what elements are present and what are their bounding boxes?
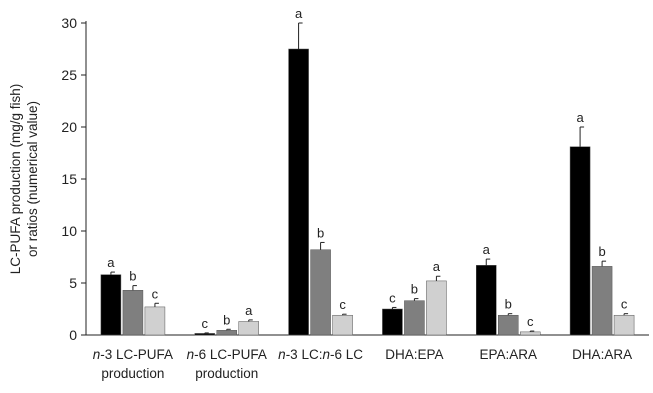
significance-letter: b bbox=[223, 312, 230, 327]
bar bbox=[591, 266, 613, 336]
x-category-label-line2: production bbox=[195, 366, 258, 381]
y-tick-label: 0 bbox=[69, 327, 77, 343]
significance-letter: c bbox=[527, 314, 534, 329]
significance-letter: c bbox=[152, 286, 159, 301]
bar bbox=[122, 290, 144, 336]
significance-letter: a bbox=[483, 242, 491, 257]
bar bbox=[194, 333, 215, 336]
x-category-label: n-3 LC:n-6 LC bbox=[278, 347, 363, 362]
y-tick-label: 20 bbox=[61, 119, 77, 135]
significance-letter: a bbox=[295, 6, 303, 21]
bar bbox=[569, 146, 591, 336]
bar bbox=[144, 306, 166, 336]
significance-letter: a bbox=[107, 255, 115, 270]
y-tick-label: 25 bbox=[61, 67, 77, 83]
significance-letter: a bbox=[433, 259, 441, 274]
bar bbox=[288, 48, 309, 336]
bar bbox=[520, 331, 541, 336]
significance-letter: c bbox=[339, 297, 346, 312]
bar bbox=[382, 308, 403, 336]
y-axis-label-line: or ratios (numerical value) bbox=[25, 101, 40, 257]
x-category-label: EPA:ARA bbox=[479, 347, 537, 362]
significance-letter: c bbox=[621, 297, 628, 312]
x-category-label: n-6 LC-PUFA bbox=[187, 347, 267, 362]
bar bbox=[404, 300, 425, 336]
bar bbox=[476, 265, 497, 336]
y-tick-label: 5 bbox=[69, 275, 77, 291]
x-category-label-line2: production bbox=[101, 366, 164, 381]
axes bbox=[85, 21, 649, 336]
x-axis-category-labels: n-3 LC-PUFA production n-6 LC-PUFA producti… bbox=[93, 347, 632, 381]
y-axis-label-line: LC-PUFA production (mg/g fish) bbox=[8, 84, 23, 275]
y-tick-label: 15 bbox=[61, 171, 77, 187]
significance-letter: b bbox=[129, 269, 136, 284]
x-category-label: DHA:ARA bbox=[572, 347, 632, 362]
x-category-label: n-3 LC-PUFA bbox=[93, 347, 173, 362]
bar bbox=[216, 330, 237, 336]
bar bbox=[100, 274, 122, 336]
y-axis-ticks: 0 5 10 15 20 25 30 bbox=[61, 15, 86, 343]
y-axis-label: LC-PUFA production (mg/g fish) or ratios … bbox=[8, 84, 40, 275]
bar bbox=[332, 314, 353, 336]
bar bbox=[498, 314, 519, 336]
y-tick-label: 30 bbox=[61, 15, 77, 31]
bar bbox=[426, 280, 447, 336]
significance-letter: c bbox=[202, 316, 209, 331]
significance-letter: b bbox=[317, 225, 324, 240]
bar bbox=[310, 249, 331, 336]
significance-letter: a bbox=[576, 110, 584, 125]
bar bbox=[613, 314, 635, 336]
significance-letter: b bbox=[411, 282, 418, 297]
significance-letter: c bbox=[389, 290, 396, 305]
significance-letter: b bbox=[505, 297, 512, 312]
y-tick-label: 10 bbox=[61, 223, 77, 239]
x-category-label: DHA:EPA bbox=[385, 347, 443, 362]
bar bbox=[238, 321, 259, 336]
significance-letter: a bbox=[245, 303, 253, 318]
significance-letter: b bbox=[598, 244, 605, 259]
